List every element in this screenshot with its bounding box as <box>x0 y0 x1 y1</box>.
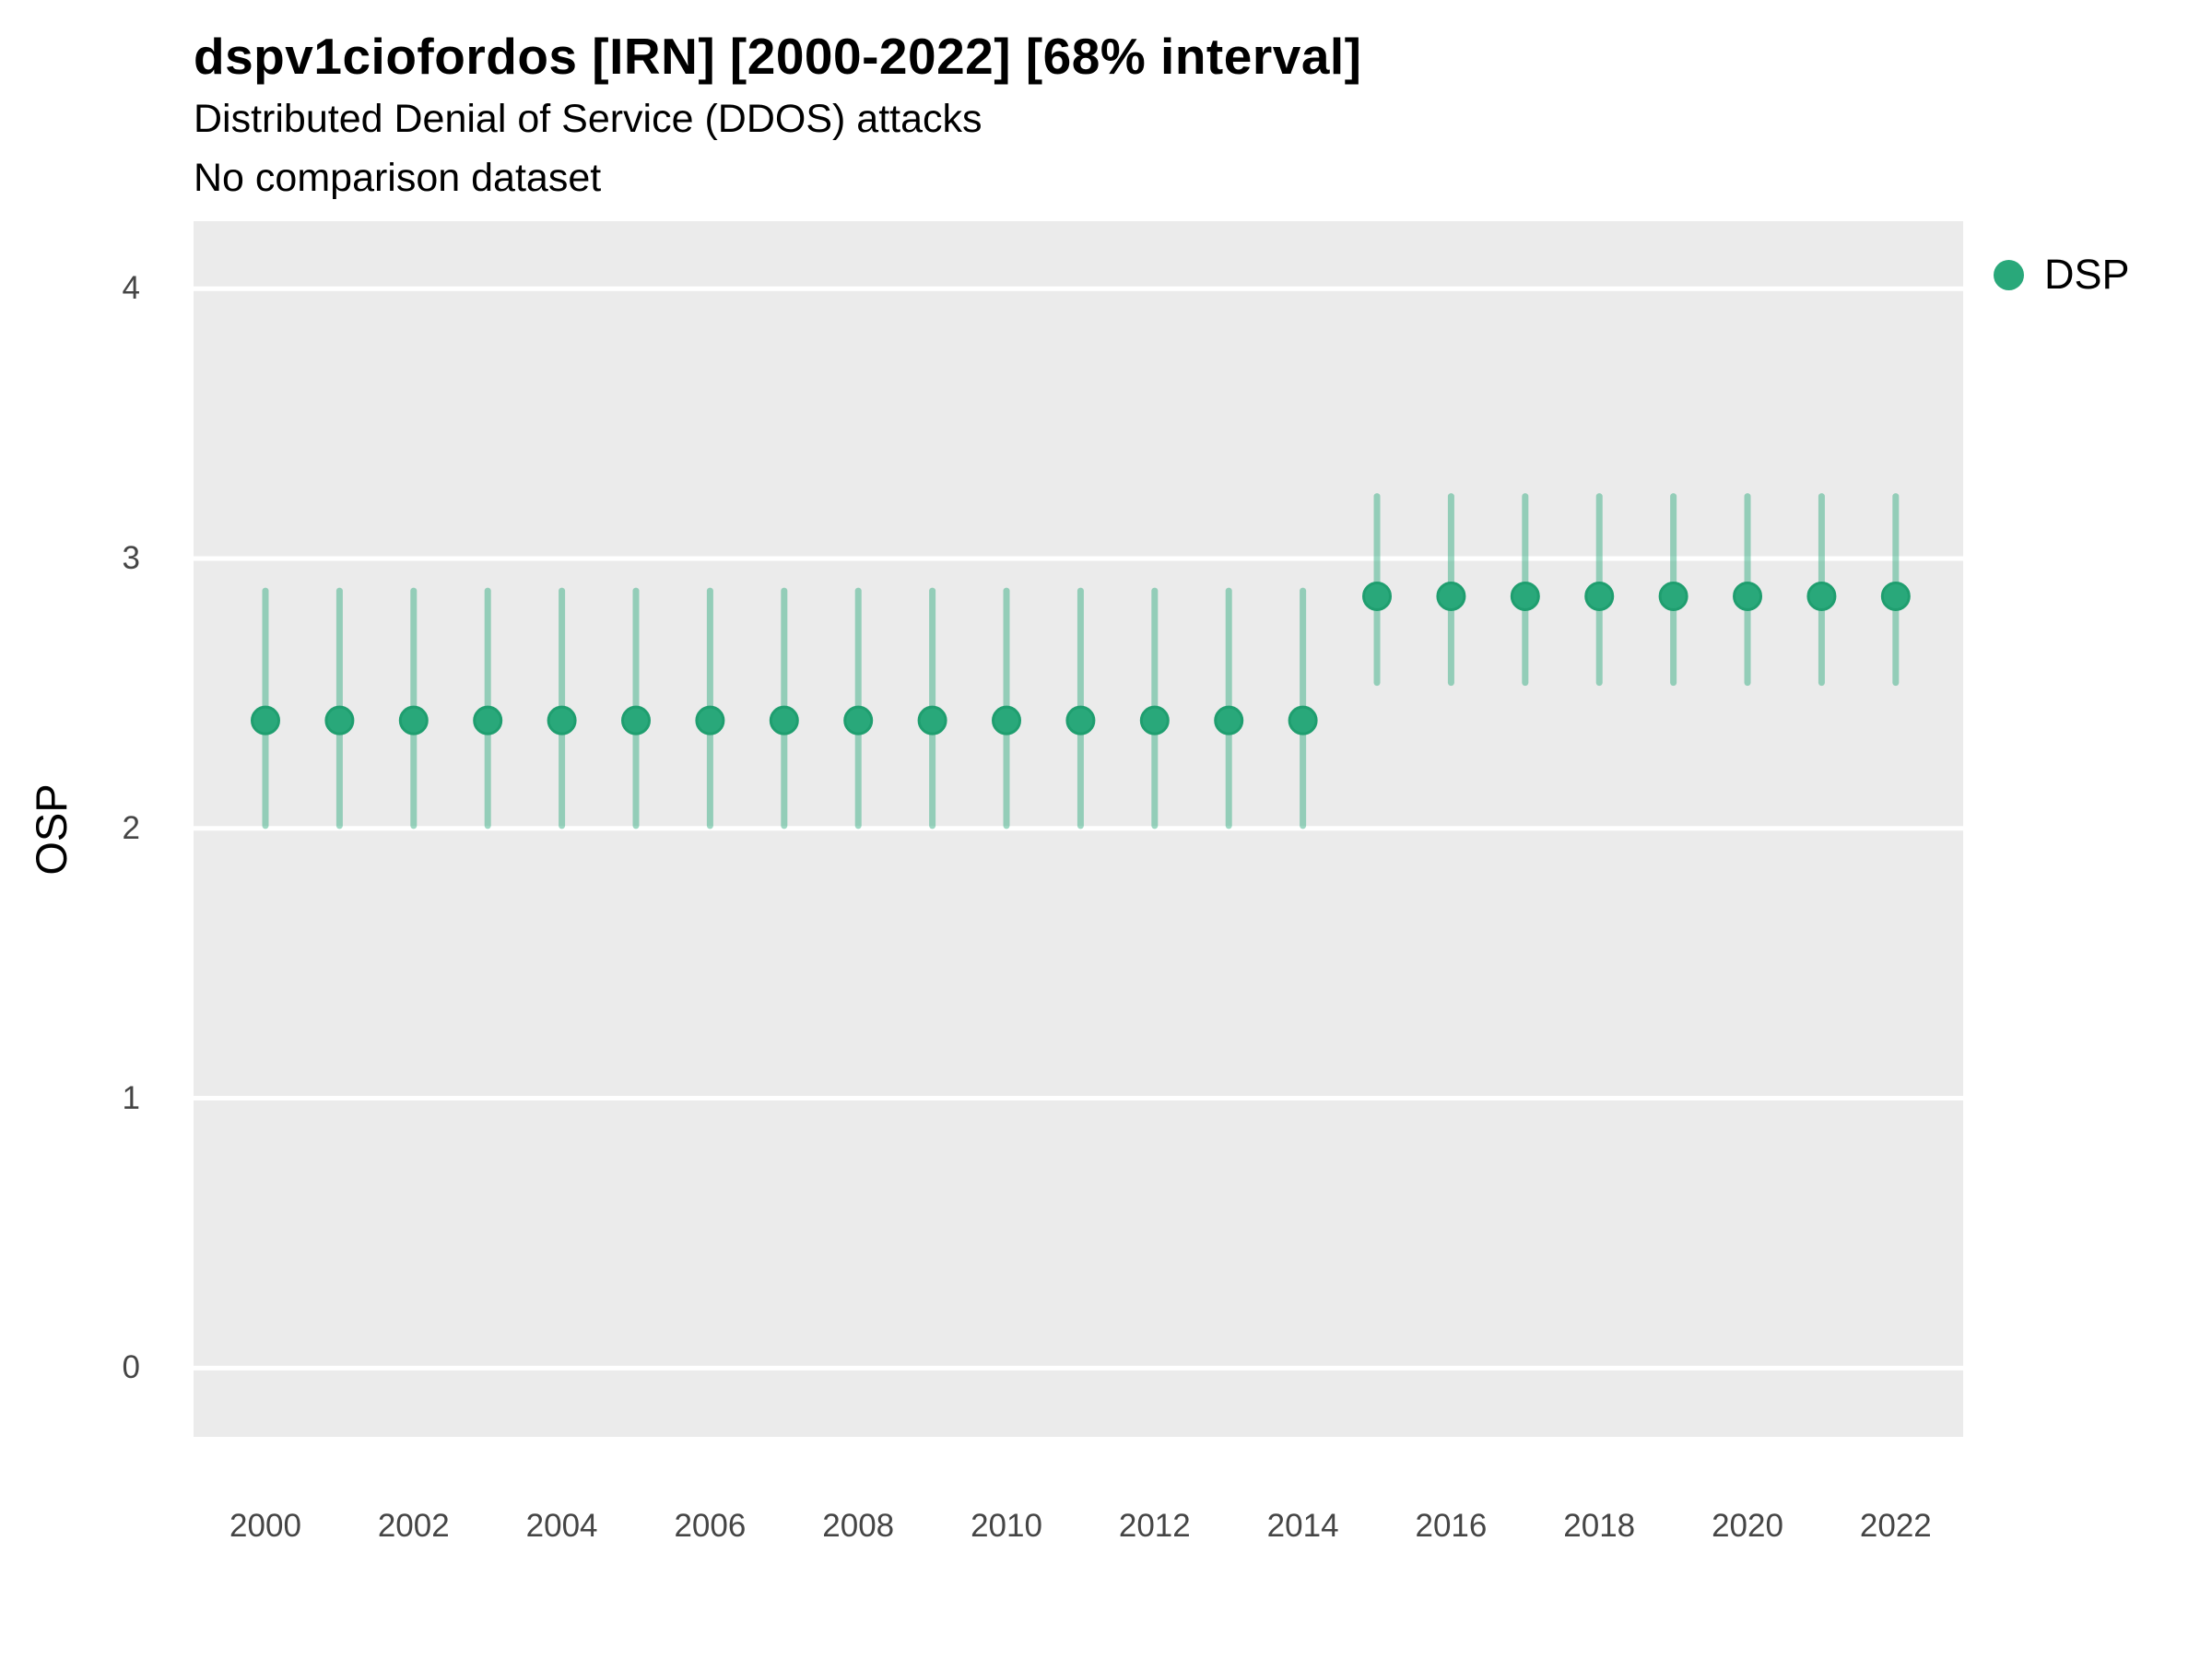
y-tick-label-2: 2 <box>122 809 140 846</box>
y-tick-label-4: 4 <box>122 270 140 307</box>
point-estimate <box>1806 581 1837 611</box>
pointrange-2008 <box>843 587 874 830</box>
point-estimate <box>1510 581 1540 611</box>
point-estimate <box>621 705 651 735</box>
x-tick-label-2012: 2012 <box>1118 1508 1191 1544</box>
plot-panel <box>194 221 1963 1437</box>
pointrange-2009 <box>917 587 947 830</box>
pointrange-2018 <box>1584 493 1615 687</box>
pointrange-2022 <box>1880 493 1911 687</box>
point-estimate <box>769 705 799 735</box>
pointrange-2005 <box>621 587 651 830</box>
point-estimate <box>1658 581 1688 611</box>
pointrange-2007 <box>769 587 799 830</box>
point-estimate <box>1139 705 1170 735</box>
point-estimate <box>547 705 577 735</box>
y-tick-label-3: 3 <box>122 539 140 576</box>
point-estimate <box>843 705 874 735</box>
point-estimate <box>1065 705 1096 735</box>
point-estimate <box>917 705 947 735</box>
point-estimate <box>473 705 503 735</box>
pointrange-2000 <box>250 587 280 830</box>
point-estimate <box>1880 581 1911 611</box>
y-tick-label-1: 1 <box>122 1079 140 1116</box>
x-tick-label-2000: 2000 <box>229 1508 301 1544</box>
point-estimate <box>1733 581 1763 611</box>
point-estimate <box>1436 581 1466 611</box>
x-tick-label-2004: 2004 <box>525 1508 598 1544</box>
pointrange-2006 <box>695 587 725 830</box>
pointrange-2010 <box>992 587 1022 830</box>
pointrange-2020 <box>1733 493 1763 687</box>
header: dspv1ciofordos [IRN] [2000-2022] [68% in… <box>194 26 1362 205</box>
chart-title: dspv1ciofordos [IRN] [2000-2022] [68% in… <box>194 28 1362 85</box>
x-tick-label-2014: 2014 <box>1266 1508 1339 1544</box>
point-estimate <box>1288 705 1318 735</box>
x-tick-label-2016: 2016 <box>1415 1508 1488 1544</box>
pointrange-2015 <box>1362 493 1393 687</box>
pointrange-2011 <box>1065 587 1096 830</box>
legend: DSP <box>1994 251 2130 299</box>
pointrange-2012 <box>1139 587 1170 830</box>
point-estimate <box>695 705 725 735</box>
point-estimate <box>1584 581 1615 611</box>
point-estimate <box>1362 581 1393 611</box>
pointrange-2014 <box>1288 587 1318 830</box>
pointrange-2017 <box>1510 493 1540 687</box>
y-tick-label-0: 0 <box>122 1349 140 1386</box>
point-estimate <box>324 705 355 735</box>
point-estimate <box>398 705 429 735</box>
x-tick-label-2018: 2018 <box>1563 1508 1636 1544</box>
point-estimate <box>1214 705 1244 735</box>
pointrange-2004 <box>547 587 577 830</box>
point-estimate <box>250 705 280 735</box>
pointrange-2013 <box>1214 587 1244 830</box>
x-tick-label-2006: 2006 <box>674 1508 747 1544</box>
x-tick-label-2002: 2002 <box>377 1508 450 1544</box>
pointrange-2016 <box>1436 493 1466 687</box>
point-estimate <box>992 705 1022 735</box>
x-tick-label-2022: 2022 <box>1859 1508 1932 1544</box>
pointrange-plot <box>194 286 1963 1371</box>
legend-point-icon <box>1994 259 2024 290</box>
legend-label: DSP <box>2044 251 2130 298</box>
x-tick-label-2010: 2010 <box>971 1508 1042 1544</box>
pointrange-2003 <box>473 587 503 830</box>
chart-subtitle: Distributed Denial of Service (DDOS) att… <box>194 97 982 141</box>
pointrange-2001 <box>324 587 355 830</box>
x-tick-label-2008: 2008 <box>822 1508 895 1544</box>
comparison-note: No comparison dataset <box>194 155 602 200</box>
x-tick-label-2020: 2020 <box>1712 1508 1783 1544</box>
pointrange-2002 <box>398 587 429 830</box>
pointrange-2021 <box>1806 493 1837 687</box>
pointrange-2019 <box>1658 493 1688 687</box>
